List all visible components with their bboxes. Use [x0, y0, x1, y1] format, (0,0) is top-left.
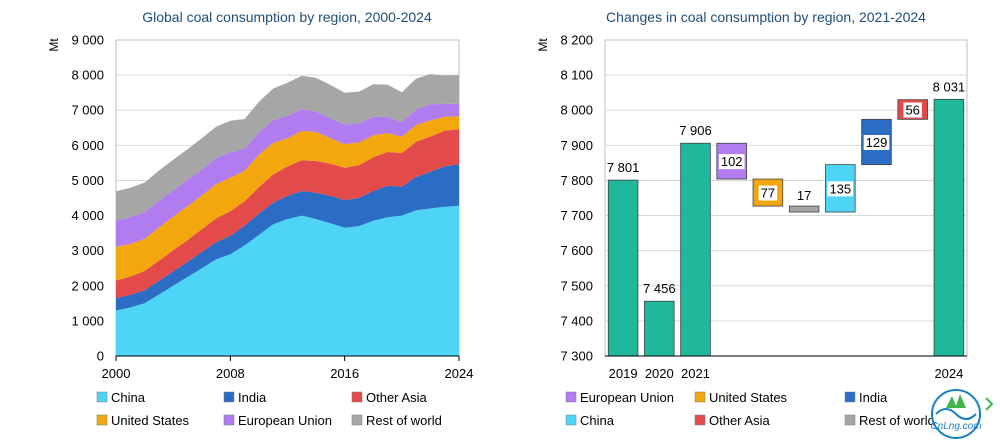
waterfall-bar-rest-of-world [788, 205, 820, 213]
right-y-tick-label: 7 300 [560, 349, 593, 364]
left-area-chart: Global coal consumption by region, 2000-… [47, 9, 473, 428]
area-series-india [116, 164, 459, 311]
waterfall-bar-2021 [680, 142, 711, 357]
area-series-china [116, 205, 459, 356]
legend-label: Rest of world [859, 413, 935, 428]
waterfall-total-label: 7 456 [643, 281, 676, 296]
area-series-rest-of-world [116, 74, 459, 221]
waterfall-change-label: 135 [829, 181, 851, 196]
logo-wave-icon [935, 408, 977, 420]
waterfall-total-label: 7 906 [679, 123, 712, 138]
legend-swatch-india [223, 391, 235, 403]
left-x-tick-label: 2024 [445, 366, 474, 381]
legend-label: India [859, 390, 888, 405]
legend-swatch-china [96, 391, 108, 403]
left-y-unit: Mt [47, 38, 61, 52]
right-x-tick-label: 2019 [609, 366, 638, 381]
left-axes: 0 1 000 2 000 3 000 4 000 5 000 6 000 7 000 8 00… [71, 33, 473, 382]
left-y-tick-label: 2 000 [71, 278, 104, 293]
legend-label: United States [709, 390, 788, 405]
legend-label: India [238, 390, 267, 405]
waterfall-total-label: 7 801 [607, 160, 640, 175]
waterfall-bar-2020 [644, 300, 675, 357]
legend-label: Other Asia [366, 390, 427, 405]
waterfall-label-background [718, 154, 745, 170]
legend-label: China [111, 390, 146, 405]
right-y-tick-label: 7 800 [560, 173, 593, 188]
logo-leaf-icon [946, 394, 966, 408]
legend-label: European Union [238, 413, 332, 428]
legend-label: Other Asia [709, 413, 770, 428]
waterfall-total-label: 8 031 [933, 79, 966, 94]
left-x-tick-label: 2000 [102, 366, 131, 381]
legend-swatch-other-asia [694, 414, 706, 426]
left-x-tick-label: 2016 [330, 366, 359, 381]
legend-swatch-united-states [96, 414, 108, 426]
logo-text: CnLng.com [930, 421, 981, 432]
right-y-tick-label: 8 200 [560, 33, 593, 48]
area-series-united-states [116, 116, 459, 281]
area-series-other-asia [116, 129, 459, 299]
left-y-tick-label: 7 000 [71, 103, 104, 118]
right-waterfall-chart: Changes in coal consumption by region, 2… [536, 9, 968, 428]
left-y-tick-label: 1 000 [71, 313, 104, 328]
waterfall-label-background [758, 185, 778, 201]
right-y-tick-label: 8 100 [560, 68, 593, 83]
left-y-tick-label: 4 000 [71, 208, 104, 223]
waterfall-bar-2024 [933, 98, 965, 357]
right-y-tick-label: 7 400 [560, 313, 593, 328]
legend-label: European Union [580, 390, 674, 405]
legend-swatch-other-asia [351, 391, 363, 403]
left-legend: China India Other Asia United States Europea… [96, 390, 442, 428]
waterfall-change-label: 77 [761, 186, 775, 201]
legend-swatch-india [844, 391, 856, 403]
right-y-tick-label: 7 900 [560, 138, 593, 153]
right-y-tick-label: 7 600 [560, 243, 593, 258]
legend-label: United States [111, 413, 190, 428]
legend-label: Rest of world [366, 413, 442, 428]
legend-swatch-united-states [694, 391, 706, 403]
right-waterfall-bars: 7 801 7 456 7 906 102 77 17 135 129 56 8 031 [607, 79, 966, 357]
right-y-unit: Mt [536, 38, 550, 52]
waterfall-change-label: 129 [866, 135, 888, 150]
right-x-tick-label: 2020 [645, 366, 674, 381]
right-y-tick-label: 8 000 [560, 103, 593, 118]
left-y-tick-label: 6 000 [71, 138, 104, 153]
legend-swatch-european-union [223, 414, 235, 426]
legend-swatch-rest-of-world [351, 414, 363, 426]
legend-label: China [580, 413, 615, 428]
area-series-european-union [116, 103, 459, 247]
right-x-tick-label: 2021 [681, 366, 710, 381]
left-x-tick-label: 2008 [216, 366, 245, 381]
waterfall-change-label: 56 [905, 103, 919, 118]
legend-swatch-european-union [565, 391, 577, 403]
left-y-tick-label: 5 000 [71, 173, 104, 188]
cnlng-logo: CnLng.com [930, 389, 994, 439]
legend-swatch-china [565, 414, 577, 426]
legend-swatch-rest-of-world [844, 414, 856, 426]
left-y-tick-label: 3 000 [71, 243, 104, 258]
right-chart-title: Changes in coal consumption by region, 2… [606, 9, 926, 25]
right-legend: European Union United States India China Oth… [565, 390, 935, 428]
waterfall-bar-2019 [607, 179, 639, 357]
waterfall-label-background [903, 102, 922, 118]
left-area-series [116, 74, 459, 356]
left-y-tick-label: 0 [97, 349, 104, 364]
waterfall-label-background [827, 181, 854, 197]
right-y-tick-label: 7 500 [560, 278, 593, 293]
right-x-tick-label: 2024 [934, 366, 963, 381]
left-chart-title: Global coal consumption by region, 2000-… [142, 9, 432, 25]
left-y-tick-label: 9 000 [71, 33, 104, 48]
logo-arrow-icon [985, 397, 994, 411]
left-y-tick-label: 8 000 [71, 68, 104, 83]
waterfall-change-label: 17 [797, 188, 811, 203]
right-y-tick-label: 7 700 [560, 208, 593, 223]
waterfall-change-label: 102 [721, 154, 743, 169]
right-axes: 7 300 7 400 7 500 7 600 7 700 7 800 7 900 8 000… [560, 33, 967, 381]
waterfall-label-background [863, 134, 890, 150]
